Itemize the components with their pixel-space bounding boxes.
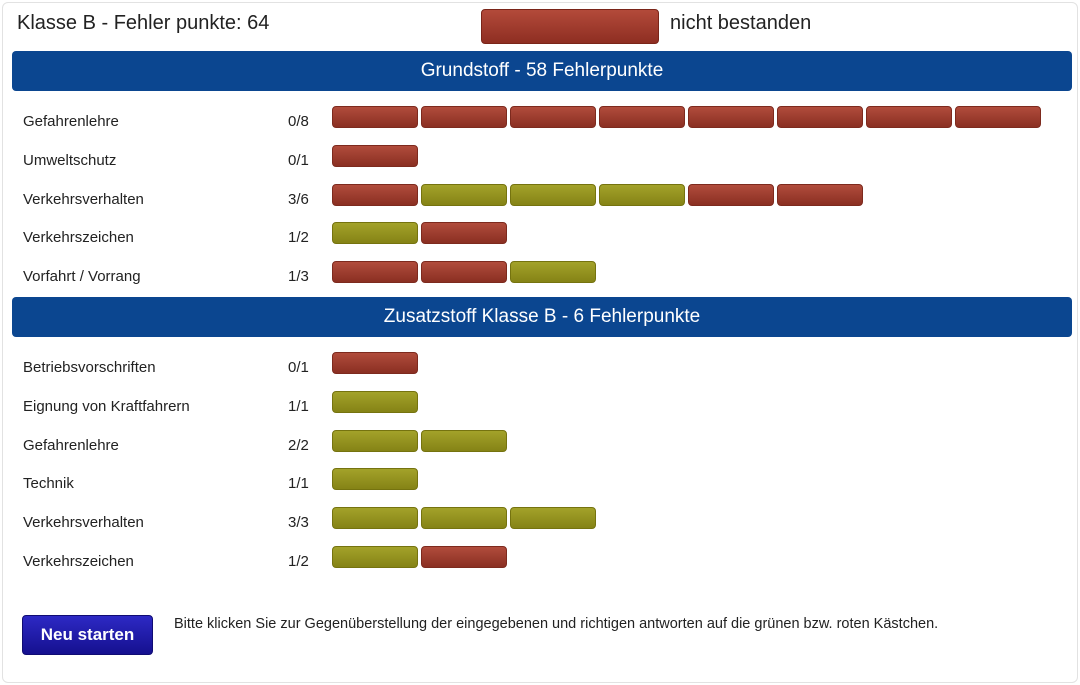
- answer-boxes: [332, 545, 507, 568]
- section-rows-grundstoff: Gefahrenlehre 0/8 Umweltschutz 0/1 Verke…: [0, 103, 1080, 297]
- answer-box-wrong[interactable]: [421, 222, 507, 245]
- answer-boxes: [332, 429, 507, 452]
- answer-box-correct[interactable]: [332, 468, 418, 491]
- answer-box-wrong[interactable]: [332, 352, 418, 374]
- topic-row: Verkehrszeichen 1/2: [0, 219, 1080, 258]
- topic-row: Gefahrenlehre 2/2: [0, 427, 1080, 466]
- answer-box-correct[interactable]: [510, 261, 596, 284]
- answer-box-wrong[interactable]: [421, 106, 507, 128]
- answer-boxes: [332, 507, 596, 530]
- answer-box-wrong[interactable]: [688, 106, 774, 128]
- topic-score: 1/1: [288, 475, 309, 493]
- topic-score: 3/6: [288, 190, 309, 208]
- topic-label: Betriebsvorschriften: [23, 359, 156, 376]
- topic-row: Verkehrsverhalten 3/3: [0, 504, 1080, 543]
- topic-label: Technik: [23, 475, 74, 493]
- topic-row: Eignung von Kraftfahrern 1/1: [0, 388, 1080, 427]
- topic-score: 1/3: [288, 268, 309, 286]
- section-header-zusatzstoff: Zusatzstoff Klasse B - 6 Fehlerpunkte: [12, 297, 1072, 337]
- topic-row: Technik 1/1: [0, 465, 1080, 504]
- answer-box-wrong[interactable]: [421, 545, 507, 568]
- result-status-label: nicht bestanden: [670, 12, 812, 34]
- answer-boxes: [332, 106, 1041, 128]
- topic-score: 3/3: [288, 514, 309, 532]
- answer-box-correct[interactable]: [332, 429, 418, 452]
- answer-box-wrong[interactable]: [332, 183, 418, 206]
- answer-box-correct[interactable]: [510, 183, 596, 206]
- answer-box-correct[interactable]: [510, 507, 596, 530]
- topic-label: Eignung von Kraftfahrern: [23, 397, 190, 415]
- answer-box-correct[interactable]: [599, 183, 685, 206]
- answer-boxes: [332, 352, 418, 374]
- topic-row: Umweltschutz 0/1: [0, 142, 1080, 181]
- answer-boxes: [332, 390, 418, 413]
- topic-label: Gefahrenlehre: [23, 436, 119, 454]
- topic-label: Vorfahrt / Vorrang: [23, 268, 141, 286]
- restart-button[interactable]: Neu starten: [22, 615, 153, 655]
- answer-boxes: [332, 222, 507, 245]
- answer-box-correct[interactable]: [332, 545, 418, 568]
- topic-label: Umweltschutz: [23, 151, 117, 169]
- answer-boxes: [332, 183, 863, 206]
- answer-box-correct[interactable]: [332, 222, 418, 245]
- answer-box-wrong[interactable]: [777, 183, 863, 206]
- topic-score: 1/2: [288, 229, 309, 247]
- topic-row: Betriebsvorschriften 0/1: [0, 349, 1080, 388]
- answer-box-wrong[interactable]: [955, 106, 1041, 128]
- topic-row: Verkehrszeichen 1/2: [0, 543, 1080, 582]
- instruction-text: Bitte klicken Sie zur Gegenüberstellung …: [174, 616, 939, 632]
- answer-box-wrong[interactable]: [599, 106, 685, 128]
- topic-label: Verkehrszeichen: [23, 229, 134, 247]
- topic-score: 1/1: [288, 397, 309, 415]
- answer-boxes: [332, 468, 418, 491]
- topic-label: Verkehrsverhalten: [23, 190, 144, 208]
- topic-score: 0/1: [288, 359, 309, 376]
- answer-box-wrong[interactable]: [777, 106, 863, 128]
- topic-score: 1/2: [288, 552, 309, 570]
- section-rows-zusatzstoff: Betriebsvorschriften 0/1 Eignung von Kra…: [0, 349, 1080, 582]
- answer-box-correct[interactable]: [421, 183, 507, 206]
- answer-box-wrong[interactable]: [332, 261, 418, 284]
- topic-row: Vorfahrt / Vorrang 1/3: [0, 258, 1080, 297]
- answer-box-wrong[interactable]: [688, 183, 774, 206]
- answer-box-wrong[interactable]: [866, 106, 952, 128]
- topic-score: 2/2: [288, 436, 309, 454]
- topic-row: Gefahrenlehre 0/8: [0, 103, 1080, 142]
- answer-box-correct[interactable]: [421, 429, 507, 452]
- topic-row: Verkehrsverhalten 3/6: [0, 181, 1080, 220]
- answer-box-correct[interactable]: [332, 507, 418, 530]
- topic-label: Gefahrenlehre: [23, 113, 119, 130]
- answer-box-wrong[interactable]: [421, 261, 507, 284]
- topic-score: 0/1: [288, 151, 309, 169]
- result-status-bar: [481, 9, 659, 44]
- answer-box-wrong[interactable]: [332, 144, 418, 167]
- section-header-grundstoff: Grundstoff - 58 Fehlerpunkte: [12, 51, 1072, 91]
- topic-score: 0/8: [288, 113, 309, 130]
- answer-box-correct[interactable]: [421, 507, 507, 530]
- answer-box-wrong[interactable]: [332, 106, 418, 128]
- answer-box-correct[interactable]: [332, 390, 418, 413]
- topic-label: Verkehrsverhalten: [23, 514, 144, 532]
- answer-box-wrong[interactable]: [510, 106, 596, 128]
- page-title: Klasse B - Fehler punkte: 64: [17, 12, 270, 34]
- answer-boxes: [332, 144, 418, 167]
- answer-boxes: [332, 261, 596, 284]
- topic-label: Verkehrszeichen: [23, 552, 134, 570]
